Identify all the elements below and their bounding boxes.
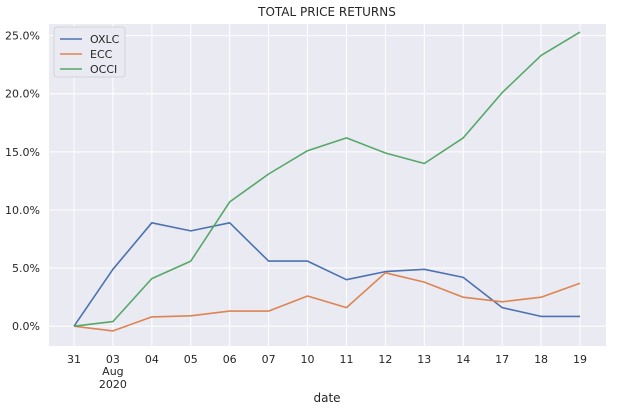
y-tick-label: 20.0% <box>5 88 40 101</box>
grid-lines <box>49 24 606 346</box>
series-line-ecc <box>73 271 581 332</box>
x-tick-label: 03 <box>106 353 120 366</box>
series-lines <box>73 31 581 332</box>
legend-label-occi: OCCI <box>90 63 117 76</box>
y-tick-label: 0.0% <box>12 320 40 333</box>
x-tick-label: 12 <box>378 353 392 366</box>
legend: OXLC ECC OCCI <box>53 26 126 78</box>
x-axis-label: date <box>313 391 340 405</box>
x-tick-label: 19 <box>573 353 587 366</box>
y-tick-label: 5.0% <box>12 262 40 275</box>
x-tick-month-label: Aug <box>102 365 123 378</box>
x-tick-label: 14 <box>456 353 470 366</box>
x-tick-label: 11 <box>339 353 353 366</box>
x-tick-label: 17 <box>495 353 509 366</box>
y-axis: 0.0% 5.0% 10.0% 15.0% 20.0% 25.0% <box>5 30 40 334</box>
x-tick-label: 18 <box>534 353 548 366</box>
y-tick-label: 15.0% <box>5 146 40 159</box>
legend-label-oxlc: OXLC <box>90 33 120 46</box>
x-tick-label: 31 <box>67 353 81 366</box>
x-tick-label: 05 <box>184 353 198 366</box>
x-tick-label: 10 <box>301 353 315 366</box>
x-tick-label: 07 <box>262 353 276 366</box>
x-tick-label: 13 <box>417 353 431 366</box>
series-line-oxlc <box>73 222 580 327</box>
x-tick-label: 06 <box>223 353 237 366</box>
y-tick-label: 10.0% <box>5 204 40 217</box>
y-tick-label: 25.0% <box>5 30 40 43</box>
plot-area <box>49 24 606 346</box>
x-tick-year-label: 2020 <box>99 378 127 391</box>
legend-label-ecc: ECC <box>90 48 113 61</box>
x-tick-label: 04 <box>145 353 159 366</box>
chart-title: TOTAL PRICE RETURNS <box>257 5 396 19</box>
series-line-occi <box>73 31 581 327</box>
